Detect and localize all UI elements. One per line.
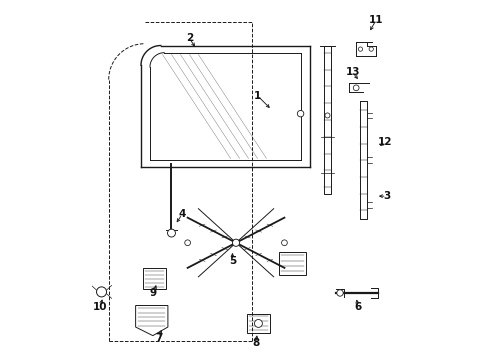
Text: 11: 11 (368, 15, 383, 26)
Circle shape (297, 111, 304, 117)
Text: 4: 4 (178, 209, 186, 219)
Circle shape (337, 290, 343, 296)
Circle shape (358, 47, 363, 51)
Circle shape (353, 85, 359, 91)
Text: 3: 3 (383, 191, 390, 201)
Circle shape (97, 287, 107, 297)
Text: 8: 8 (252, 338, 259, 348)
Text: 13: 13 (345, 67, 360, 77)
Text: 12: 12 (378, 138, 392, 147)
Circle shape (325, 113, 330, 118)
Circle shape (168, 229, 175, 237)
Circle shape (369, 47, 373, 51)
Text: 10: 10 (93, 302, 107, 312)
Text: 1: 1 (254, 91, 261, 101)
Circle shape (282, 240, 287, 246)
Circle shape (254, 319, 262, 327)
Text: 2: 2 (186, 33, 193, 43)
Circle shape (185, 240, 191, 246)
Text: 6: 6 (354, 302, 362, 312)
Circle shape (232, 239, 240, 246)
Text: 5: 5 (229, 256, 236, 266)
Text: 9: 9 (150, 288, 157, 298)
Text: 7: 7 (155, 333, 163, 343)
